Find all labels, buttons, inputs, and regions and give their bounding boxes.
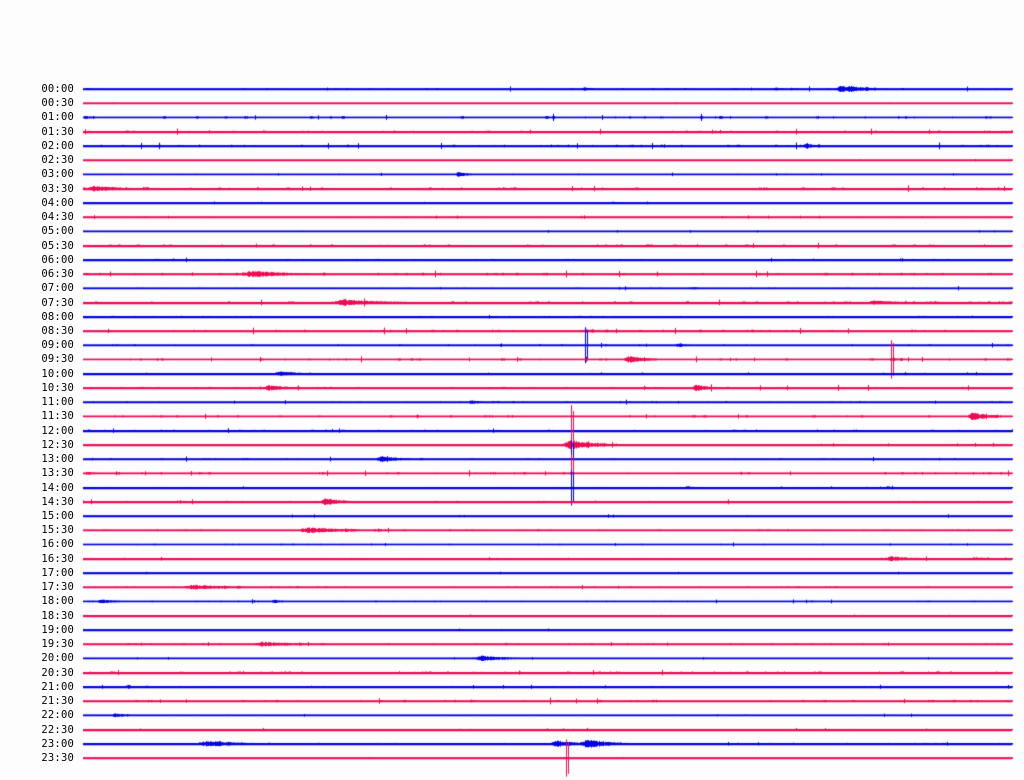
helicorder-canvas [0, 0, 1024, 780]
helicorder-page: HT Chios 2016-05-31 Applied filter: WWSS… [0, 0, 1024, 780]
